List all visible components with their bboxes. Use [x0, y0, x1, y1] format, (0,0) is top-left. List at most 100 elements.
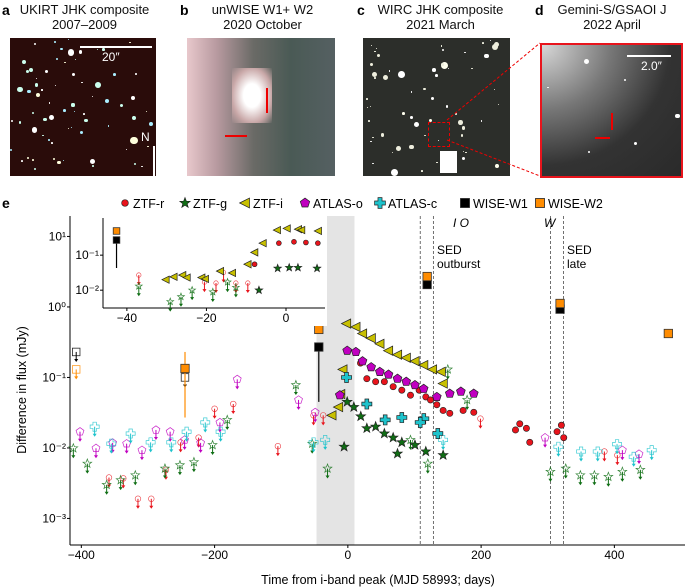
atlas-o-limit-arrowhead — [153, 436, 158, 440]
atlas-c-upper-limit — [200, 417, 211, 428]
atlas-o-point — [418, 383, 429, 393]
ztf-g-upper-limit — [207, 439, 218, 450]
star-dot — [41, 89, 43, 91]
legend-marker — [121, 199, 129, 207]
star-dot — [464, 51, 467, 54]
star-dot — [440, 62, 444, 66]
legend-item-atlas-c: ATLAS-c — [374, 197, 437, 211]
star-dot — [440, 45, 443, 47]
legend-item-wise-w2: WISE-W2 — [535, 197, 603, 211]
atlas-o-upper-limit — [232, 374, 242, 384]
ztf-g-limit-arrowhead — [548, 478, 553, 482]
ztf-r-point — [363, 375, 371, 383]
ztf-g-upper-limit — [130, 469, 141, 480]
atlas-o-point — [431, 391, 442, 401]
ztf-i-point — [296, 225, 306, 235]
ztf-g-upper-limit — [134, 281, 144, 290]
wise-w2-point — [663, 328, 673, 339]
ztf-i-point — [272, 225, 281, 235]
atlas-c-upper-limit — [181, 426, 192, 437]
legend-marker — [460, 198, 470, 208]
star-dot — [130, 96, 135, 101]
annotation: I O — [453, 216, 469, 230]
ztf-g-limit-arrowhead — [225, 426, 230, 430]
atlas-o-point — [375, 366, 385, 376]
atlas-c-limit-arrowhead — [148, 449, 153, 453]
star-dot — [62, 109, 66, 113]
ztf-i-point — [200, 274, 209, 284]
ztf-r-limit-arrowhead — [212, 415, 217, 419]
ztf-r-point — [439, 407, 447, 414]
atlas-o-upper-limit — [540, 433, 550, 442]
ztf-r-limit-arrowhead — [321, 422, 326, 426]
star-dot — [382, 74, 389, 81]
panel-a-title-line2: 2007–2009 — [51, 17, 118, 32]
star-dot — [52, 157, 55, 161]
star-dot — [396, 145, 402, 151]
ztf-r-point — [512, 426, 519, 434]
ztf-g-point — [391, 447, 404, 459]
wirc-image — [363, 38, 510, 176]
ztf-g-limit-arrowhead — [592, 482, 597, 486]
panel-a-letter: a — [2, 2, 10, 18]
star-dot — [397, 70, 405, 78]
wise-w2-limit-arrowhead — [74, 376, 79, 380]
y-axis-label: Difference in flux (mJy) — [15, 326, 29, 454]
star-dot — [390, 168, 398, 176]
wise-w2-point — [314, 324, 324, 335]
star-dot — [67, 49, 74, 56]
star-dot — [148, 121, 154, 127]
ztf-r-upper-limit — [105, 474, 113, 481]
star-dot — [89, 158, 96, 165]
ztf-g-limit-arrowhead — [225, 289, 230, 293]
ztf-g-limit-arrowhead — [210, 298, 215, 302]
ztf-r-point — [553, 428, 561, 436]
ztf-g-limit-arrowhead — [210, 452, 215, 456]
ztf-r-upper-limit — [477, 415, 484, 422]
legend-label: ZTF-i — [253, 197, 283, 211]
ztf-g-upper-limit — [115, 474, 126, 485]
y-tick-label: 10⁻² — [42, 441, 66, 455]
star-dot — [26, 70, 30, 74]
ztf-i-point — [350, 321, 361, 333]
atlas-o-upper-limit — [137, 445, 147, 454]
ztf-i-point — [258, 238, 267, 248]
atlas-o-point — [456, 386, 466, 396]
ztf-g-point — [312, 263, 322, 273]
ztf-r-point — [516, 420, 524, 428]
star-dot — [32, 111, 35, 115]
ztf-g-point — [338, 440, 350, 452]
star-dot — [60, 48, 63, 51]
ztf-g-limit-arrowhead — [190, 297, 195, 301]
atlas-o-limit-arrowhead — [198, 449, 203, 453]
star-dot — [583, 58, 589, 64]
ztf-g-point — [396, 436, 408, 448]
star-dot — [126, 149, 128, 151]
annotation: W — [544, 216, 557, 230]
x-tick-label: 0 — [345, 548, 352, 562]
wise-w1-upper-limit — [72, 347, 81, 357]
atlas-o-limit-arrowhead — [124, 450, 129, 454]
atlas-c-upper-limit — [89, 421, 100, 432]
y-tick-label: 10⁻² — [75, 283, 99, 297]
atlas-c-upper-limit — [592, 446, 603, 457]
star-dot — [10, 119, 14, 123]
star-dot — [374, 76, 377, 79]
legend-marker — [178, 196, 192, 209]
atlas-c-limit-arrowhead — [169, 449, 174, 453]
star-dot — [374, 51, 376, 53]
atlas-o-upper-limit — [180, 435, 189, 444]
atlas-o-point — [401, 376, 412, 386]
legend-marker — [299, 197, 311, 208]
atlas-c-upper-limit — [612, 439, 622, 450]
star-dot — [438, 140, 440, 142]
atlas-o-point — [335, 390, 345, 400]
star-dot — [71, 103, 75, 107]
star-dot — [130, 136, 138, 144]
atlas-o-upper-limit — [294, 395, 303, 404]
atlas-o-upper-limit — [91, 443, 101, 452]
ztf-g-point — [348, 401, 360, 412]
star-dot — [92, 96, 94, 98]
atlas-o-point — [468, 388, 479, 398]
atlas-o-limit-arrowhead — [168, 438, 173, 442]
